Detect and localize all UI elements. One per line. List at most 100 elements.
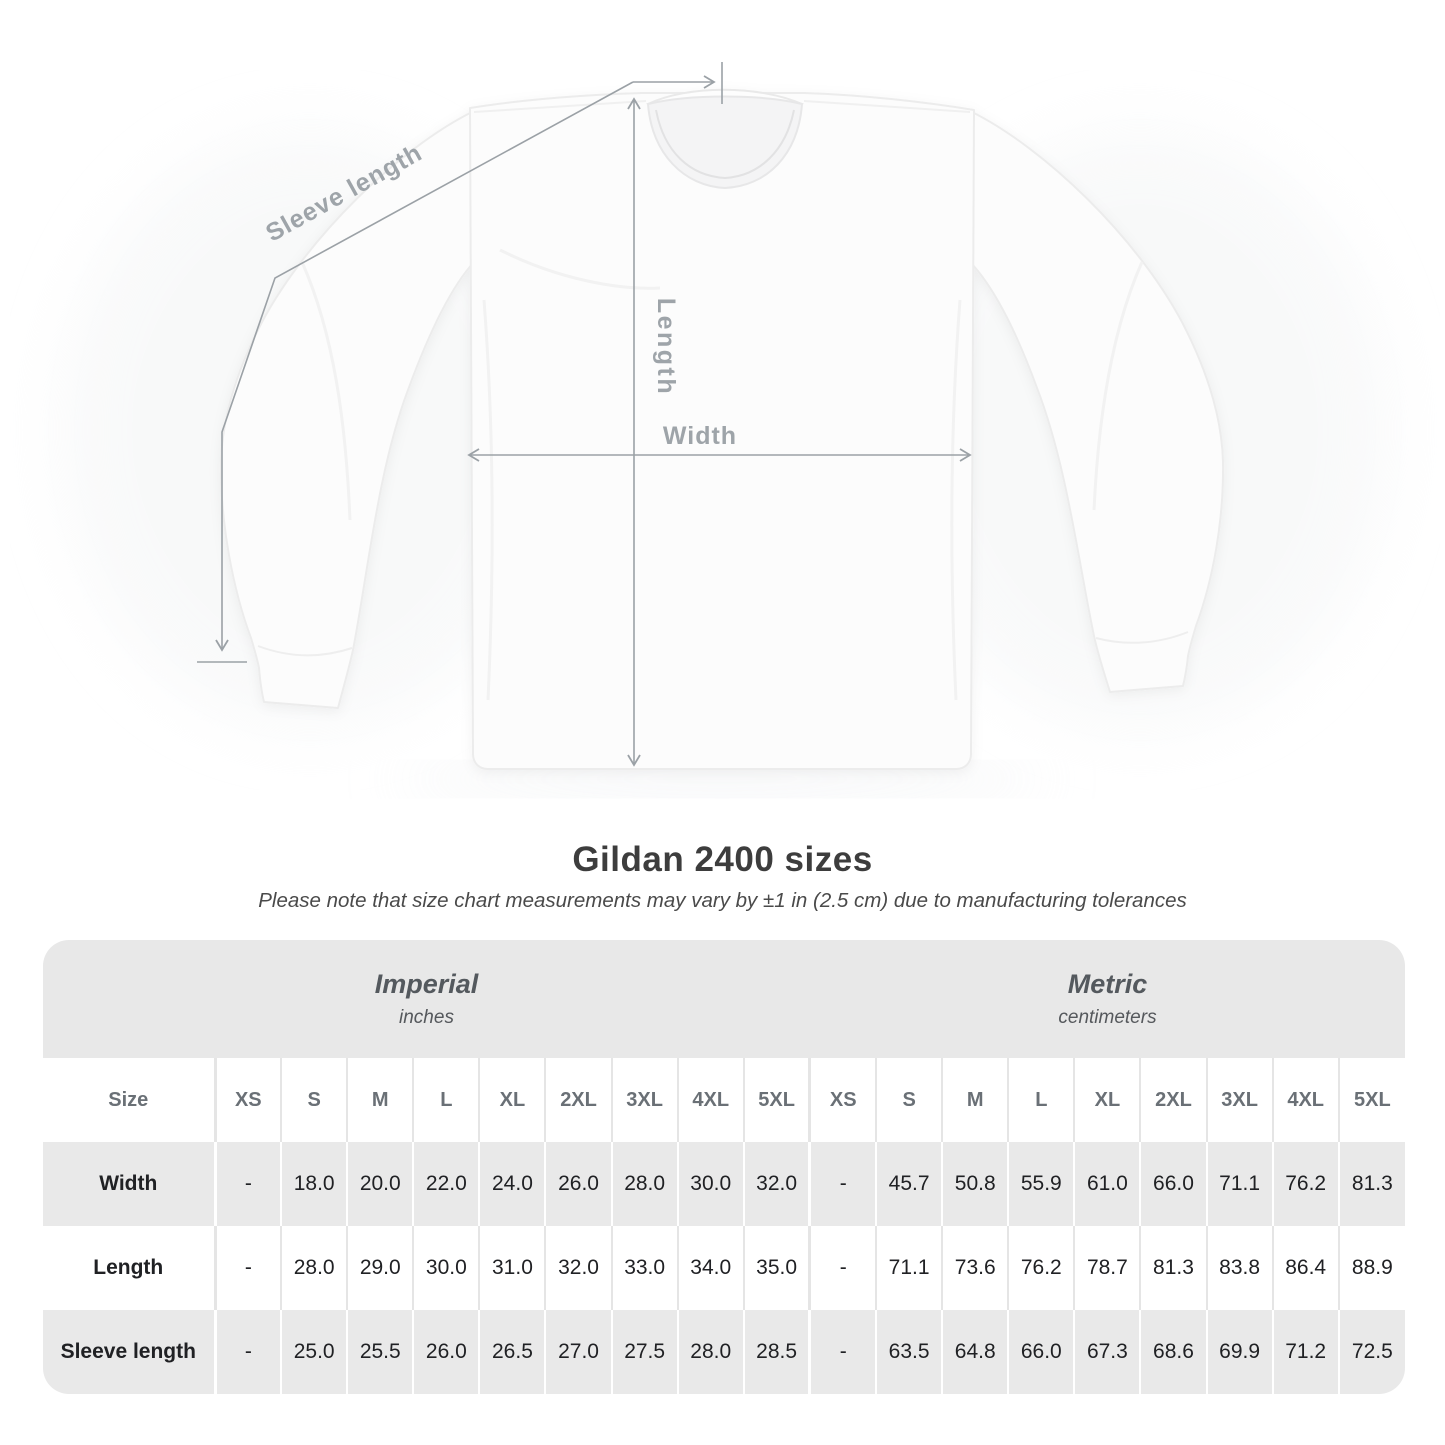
value-cell: 30.0	[412, 1226, 480, 1310]
size-col-header: 4XL	[676, 1058, 744, 1142]
value-cell: 63.5	[875, 1310, 943, 1394]
size-col-header: S	[875, 1058, 943, 1142]
width-label: Width	[663, 422, 737, 450]
value-cell: -	[808, 1226, 877, 1310]
value-cell: 18.0	[280, 1142, 348, 1226]
value-cell: 33.0	[610, 1226, 678, 1310]
size-col-header: 3XL	[1205, 1058, 1273, 1142]
shirt-body	[469, 92, 975, 770]
size-col-header: 2XL	[1139, 1058, 1207, 1142]
value-cell: -	[213, 1226, 282, 1310]
value-cell: 32.0	[742, 1142, 810, 1226]
value-cell: 64.8	[941, 1310, 1009, 1394]
size-col-header: 5XL	[1337, 1058, 1405, 1142]
shirt-diagram: Sleeve length Length Width	[60, 62, 1390, 795]
value-cell: 27.5	[610, 1310, 678, 1394]
value-cell: 66.0	[1139, 1142, 1207, 1226]
size-col-header: 5XL	[742, 1058, 810, 1142]
value-cell: 76.2	[1007, 1226, 1075, 1310]
right-sleeve	[969, 111, 1225, 693]
size-header-row: Size XS S M L XL 2XL 3XL 4XL 5XL XS S M …	[43, 1058, 1405, 1142]
value-cell: 26.0	[544, 1142, 612, 1226]
row-label: Width	[43, 1142, 216, 1226]
left-sleeve	[219, 111, 475, 709]
size-col-header: M	[941, 1058, 1009, 1142]
value-cell: 61.0	[1073, 1142, 1141, 1226]
value-cell: 20.0	[346, 1142, 414, 1226]
imperial-band: Imperial inches	[43, 940, 810, 1058]
value-cell: 71.2	[1271, 1310, 1339, 1394]
value-cell: 26.0	[412, 1310, 480, 1394]
value-cell: 22.0	[412, 1142, 480, 1226]
imperial-label: Imperial	[374, 969, 479, 1000]
size-col-header: 3XL	[610, 1058, 678, 1142]
value-cell: 83.8	[1205, 1226, 1273, 1310]
imperial-sublabel: inches	[399, 1006, 454, 1028]
collar	[473, 88, 971, 190]
length-row: Length - 28.0 29.0 30.0 31.0 32.0 33.0 3…	[43, 1226, 1405, 1310]
value-cell: -	[808, 1142, 877, 1226]
value-cell: 28.0	[280, 1226, 348, 1310]
value-cell: 73.6	[941, 1226, 1009, 1310]
size-header-label: Size	[43, 1058, 216, 1142]
fabric-folds	[300, 248, 1144, 701]
title-block: Gildan 2400 sizes Please note that size …	[0, 840, 1445, 913]
size-chart-table: Imperial inches Metric centimeters Size …	[43, 940, 1405, 1394]
value-cell: 86.4	[1271, 1226, 1339, 1310]
value-cell: 31.0	[478, 1226, 546, 1310]
left-cuff-seam	[257, 645, 353, 657]
value-cell: 88.9	[1337, 1226, 1405, 1310]
value-cell: 50.8	[941, 1142, 1009, 1226]
value-cell: 28.5	[742, 1310, 810, 1394]
value-cell: 25.5	[346, 1310, 414, 1394]
long-sleeve-shirt	[219, 88, 1225, 770]
value-cell: 66.0	[1007, 1310, 1075, 1394]
sleeve-length-row: Sleeve length - 25.0 25.5 26.0 26.5 27.0…	[43, 1310, 1405, 1394]
value-cell: 76.2	[1271, 1142, 1339, 1226]
value-cell: 68.6	[1139, 1310, 1207, 1394]
value-cell: 35.0	[742, 1226, 810, 1310]
size-col-header: XL	[478, 1058, 546, 1142]
size-col-header: 4XL	[1271, 1058, 1339, 1142]
shirt-diagram-svg: Sleeve length Length Width	[60, 62, 1390, 795]
size-col-header: XS	[808, 1058, 877, 1142]
value-cell: 72.5	[1337, 1310, 1405, 1394]
value-cell: -	[213, 1142, 282, 1226]
page-subtitle: Please note that size chart measurements…	[258, 889, 1187, 912]
size-col-header: 2XL	[544, 1058, 612, 1142]
page-title: Gildan 2400 sizes	[572, 840, 873, 879]
value-cell: 67.3	[1073, 1310, 1141, 1394]
measurement-lines	[197, 62, 972, 767]
value-cell: 71.1	[875, 1226, 943, 1310]
size-col-header: L	[1007, 1058, 1075, 1142]
metric-band: Metric centimeters	[809, 940, 1405, 1058]
size-col-header: L	[412, 1058, 480, 1142]
value-cell: 45.7	[875, 1142, 943, 1226]
row-label: Length	[43, 1226, 216, 1310]
value-cell: 28.0	[676, 1310, 744, 1394]
value-cell: 29.0	[346, 1226, 414, 1310]
value-cell: 28.0	[610, 1142, 678, 1226]
value-cell: 78.7	[1073, 1226, 1141, 1310]
size-col-header: S	[280, 1058, 348, 1142]
size-col-header: XL	[1073, 1058, 1141, 1142]
length-label: Length	[652, 298, 680, 396]
row-label: Sleeve length	[43, 1310, 216, 1394]
size-col-header: M	[346, 1058, 414, 1142]
value-cell: 34.0	[676, 1226, 744, 1310]
value-cell: 25.0	[280, 1310, 348, 1394]
metric-label: Metric	[1067, 969, 1148, 1000]
metric-sublabel: centimeters	[1058, 1006, 1157, 1028]
unit-band-row: Imperial inches Metric centimeters	[43, 940, 1405, 1058]
size-chart: Imperial inches Metric centimeters Size …	[43, 940, 1405, 1394]
width-row: Width - 18.0 20.0 22.0 24.0 26.0 28.0 30…	[43, 1142, 1405, 1226]
value-cell: 30.0	[676, 1142, 744, 1226]
value-cell: 81.3	[1139, 1226, 1207, 1310]
value-cell: -	[213, 1310, 282, 1394]
value-cell: 32.0	[544, 1226, 612, 1310]
value-cell: 24.0	[478, 1142, 546, 1226]
right-cuff-seam	[1095, 631, 1189, 644]
value-cell: 81.3	[1337, 1142, 1405, 1226]
value-cell: 26.5	[478, 1310, 546, 1394]
sleeve-length-measure-line	[215, 81, 634, 652]
